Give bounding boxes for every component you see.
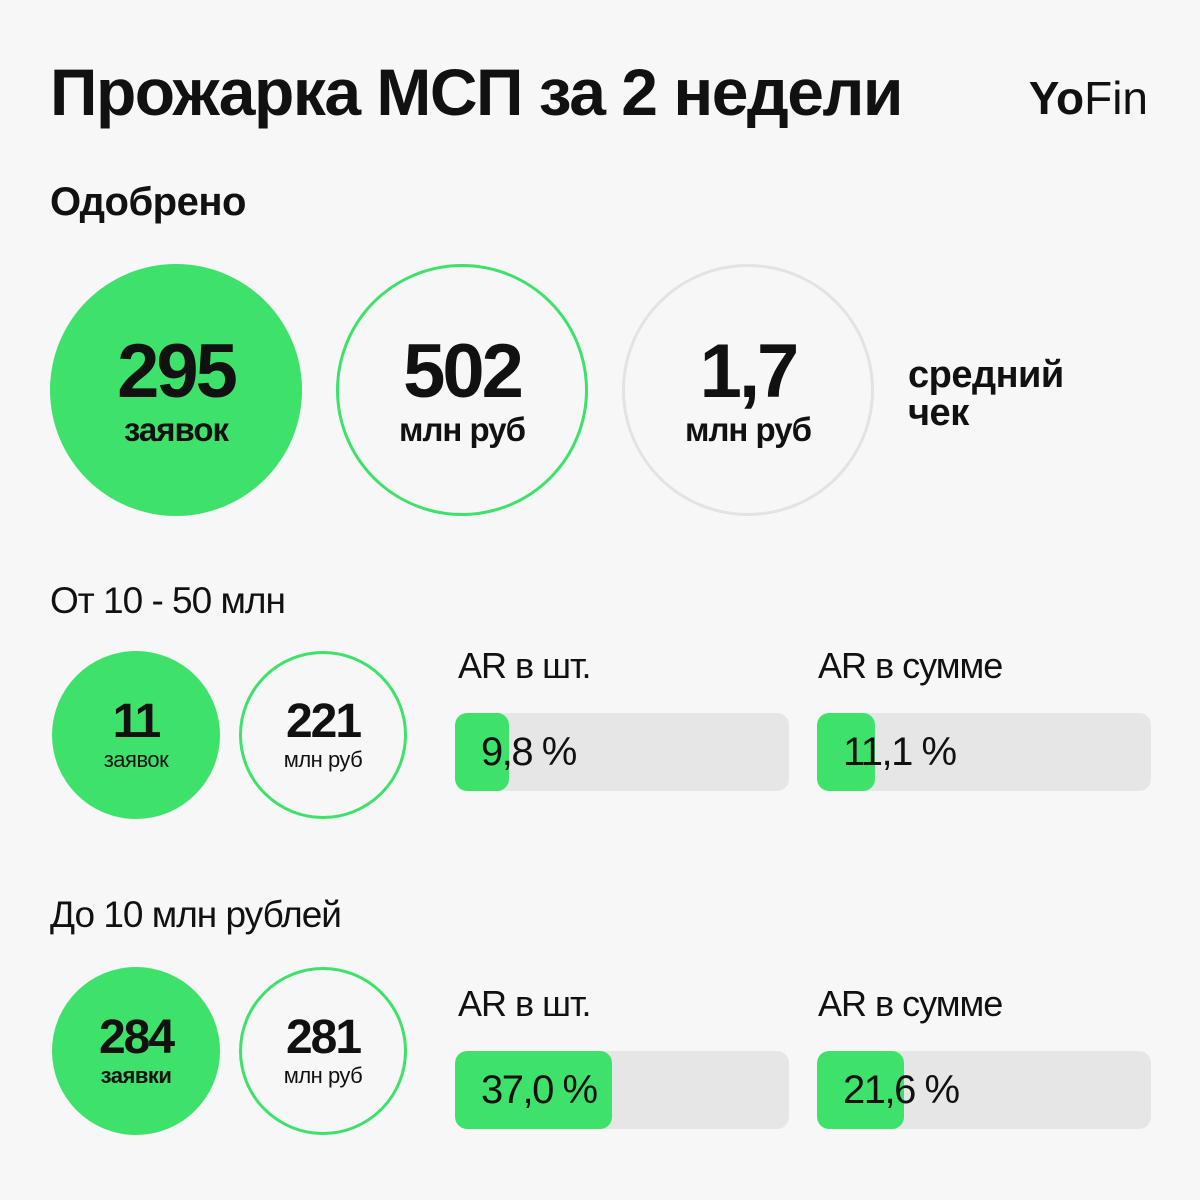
approved-amount-circle: 502 млн руб — [336, 264, 588, 516]
seg2-amount-unit: млн руб — [283, 1063, 363, 1088]
avg-check-value: 1,7 — [699, 329, 800, 414]
seg1-ar-count-fill — [455, 713, 509, 791]
seg1-requests-unit: заявок — [103, 747, 169, 772]
section-label-under-10: До 10 млн рублей — [50, 894, 342, 935]
seg1-ar-count-bar: 9,8 % — [455, 713, 789, 791]
seg1-ar-sum-title: AR в сумме — [818, 645, 1003, 686]
seg2-requests-value: 284 — [98, 1011, 175, 1064]
seg1-amount-value: 221 — [285, 695, 362, 748]
avg-check-label-line1: средний — [908, 354, 1064, 396]
seg1-amount-circle: 221 млн руб — [239, 651, 407, 819]
seg1-ar-sum-fill — [817, 713, 875, 791]
seg1-ar-sum-bar: 11,1 % — [817, 713, 1151, 791]
seg1-requests-circle: 11 заявок — [52, 651, 220, 819]
section-label-10-50: От 10 - 50 млн — [50, 580, 286, 621]
seg2-ar-sum-fill — [817, 1051, 904, 1129]
avg-check-circle: 1,7 млн руб — [622, 264, 874, 516]
seg1-requests-value: 11 — [112, 695, 162, 748]
section-label-approved: Одобрено — [50, 180, 246, 224]
seg2-amount-value: 281 — [285, 1011, 362, 1064]
seg2-ar-count-text: 37,0 % — [481, 1067, 598, 1112]
seg2-ar-count-bar: 37,0 % — [455, 1051, 789, 1129]
seg1-ar-count-text: 9,8 % — [481, 729, 577, 774]
seg1-amount-unit: млн руб — [283, 747, 363, 772]
approved-requests-circle: 295 заявок — [50, 264, 302, 516]
approved-amount-unit: млн руб — [399, 411, 526, 448]
avg-check-label: средний чек — [908, 356, 1064, 432]
logo-part-fin: Fin — [1084, 72, 1148, 124]
logo-part-yo: Yo — [1028, 72, 1085, 124]
seg2-requests-unit: заявки — [100, 1063, 172, 1088]
approved-requests-unit: заявок — [123, 411, 229, 448]
seg2-ar-count-title: AR в шт. — [458, 983, 592, 1024]
seg2-ar-sum-bar: 21,6 % — [817, 1051, 1151, 1129]
seg1-ar-sum-text: 11,1 % — [843, 729, 957, 774]
seg2-requests-circle: 284 заявки — [52, 967, 220, 1135]
seg2-ar-sum-title: AR в сумме — [818, 983, 1003, 1024]
avg-check-label-line2: чек — [908, 392, 969, 434]
seg2-ar-count-fill — [455, 1051, 612, 1129]
approved-amount-value: 502 — [403, 329, 524, 414]
seg2-ar-sum-text: 21,6 % — [843, 1067, 960, 1112]
approved-requests-value: 295 — [117, 329, 238, 414]
seg2-amount-circle: 281 млн руб — [239, 967, 407, 1135]
brand-logo: YoFin — [1029, 72, 1148, 124]
seg1-ar-count-title: AR в шт. — [458, 645, 592, 686]
avg-check-unit: млн руб — [685, 411, 812, 448]
page-title: Прожарка МСП за 2 недели — [50, 55, 904, 129]
